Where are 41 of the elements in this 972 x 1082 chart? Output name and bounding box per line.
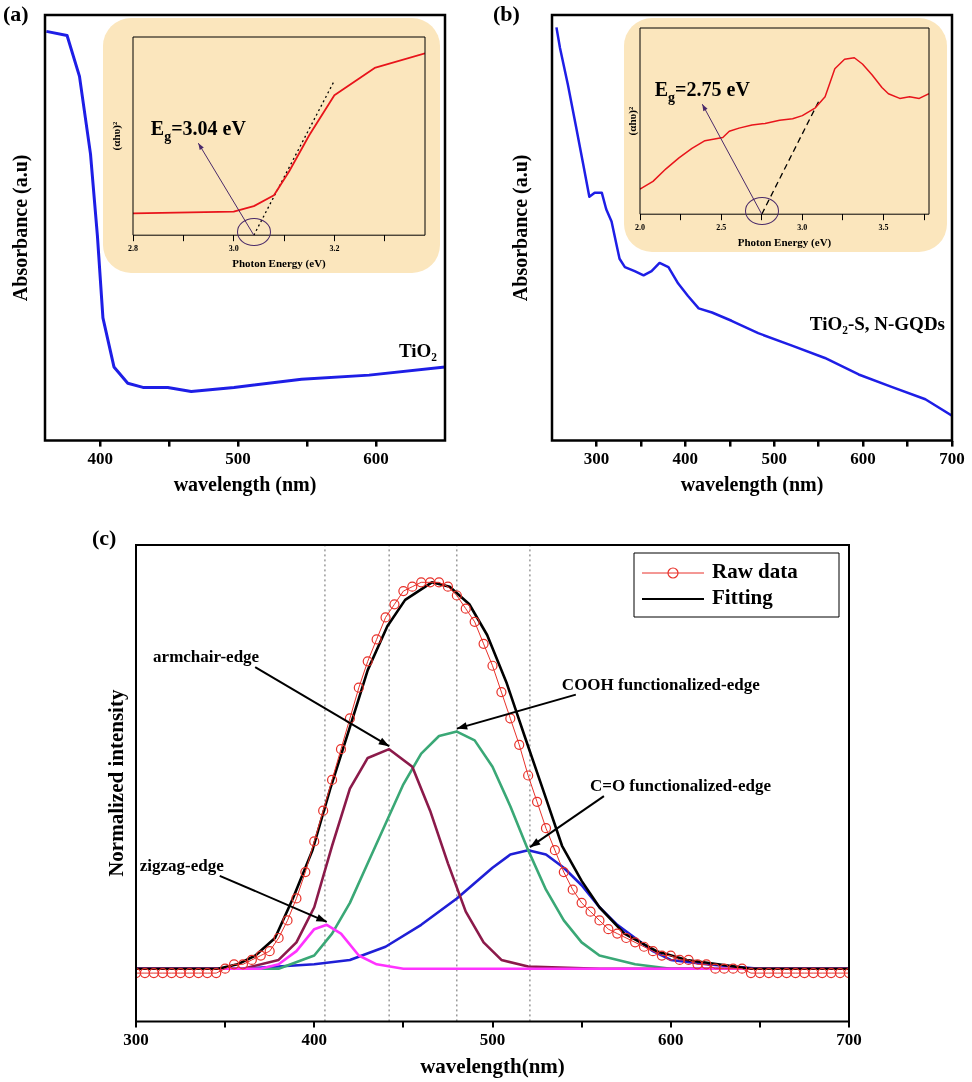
annotation: zigzag-edge [139, 855, 225, 875]
x-axis-title: wavelength (nm) [680, 473, 824, 497]
x-tick-label: 500 [761, 449, 787, 469]
annotation: C=O functionalized-edge [589, 776, 772, 796]
x-tick-label: 2.5 [716, 223, 727, 233]
y-axis-title: Absorbance (a.u) [9, 154, 33, 302]
x-tick-label: 600 [658, 1029, 684, 1049]
legend-label: Fitting [712, 585, 774, 610]
x-tick-label: 400 [301, 1029, 327, 1049]
series-label: TiO₂-S, N-GQDs [809, 313, 945, 334]
x-tick-label: 600 [363, 449, 389, 469]
y-axis-title: (αhυ)² [109, 121, 123, 151]
x-tick-label: 2.8 [128, 244, 138, 254]
x-tick-label: 3.5 [878, 223, 889, 233]
y-axis-title: Normalized intensity [104, 689, 129, 877]
series-label: TiO₂ [398, 340, 438, 361]
chart-title: (a) [3, 1, 29, 26]
x-axis-title: Photon Energy (eV) [737, 236, 832, 250]
x-axis-title: wavelength(nm) [420, 1053, 565, 1078]
x-tick-label: 3.0 [228, 244, 239, 254]
y-axis-title: (αhυ)² [625, 106, 639, 136]
x-tick-label: 600 [850, 449, 876, 469]
chart-title: (c) [92, 525, 117, 550]
x-tick-label: 3.2 [329, 244, 340, 254]
x-tick-label: 700 [836, 1029, 862, 1049]
x-tick-label: 3.0 [797, 223, 808, 233]
x-tick-label: 500 [479, 1029, 506, 1049]
x-axis-title: Photon Energy (eV) [232, 257, 327, 271]
x-tick-label: 300 [123, 1029, 149, 1049]
x-tick-label: 300 [583, 449, 610, 469]
y-axis-title: Absorbance (a.u) [509, 154, 533, 302]
annotation: armchair-edge [153, 647, 260, 667]
annotation: COOH functionalized-edge [561, 674, 761, 694]
x-tick-label: 500 [225, 449, 251, 469]
x-tick-label: 400 [87, 449, 113, 469]
x-axis-title: wavelength (nm) [173, 473, 317, 497]
chart-title: (b) [493, 1, 520, 26]
x-tick-label: 2.0 [635, 223, 645, 233]
legend-label: Raw data [712, 559, 799, 584]
x-tick-label: 700 [939, 449, 965, 469]
x-tick-label: 400 [672, 449, 699, 469]
